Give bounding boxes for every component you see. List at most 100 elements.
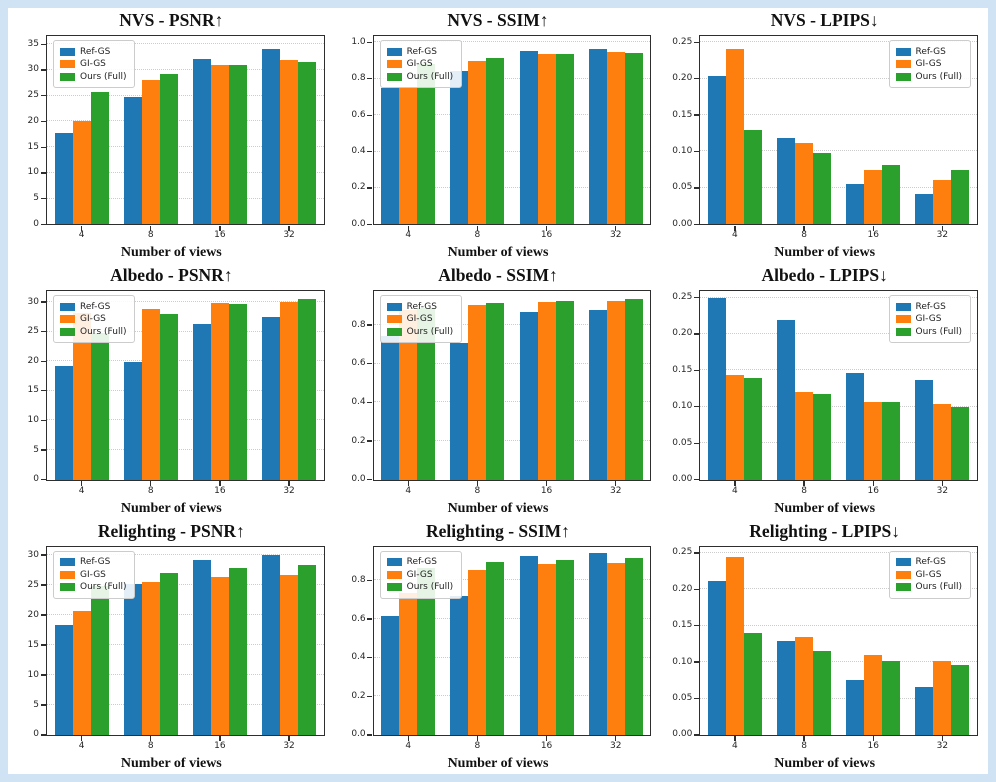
- y-tick-mark: [40, 449, 46, 451]
- legend-swatch-gi-gs: [386, 570, 402, 579]
- bar-ref-gs-16views: [846, 184, 865, 225]
- chart-panel-relighting-psnr: Relighting - PSNR↑ 0 5 10 15 20 25 30 4 8 16 32 Ref…: [8, 519, 335, 774]
- gridline: [700, 369, 977, 371]
- figure-grid: NVS - PSNR↑ 0 5 10 15 20 25 30 35 4 8 16 32 Ref-GS GI…: [8, 8, 988, 774]
- chart-panel-albedo-psnr: Albedo - PSNR↑ 0 5 10 15 20 25 30 4 8 16 32 Ref-GS G…: [8, 263, 335, 518]
- chart-title: NVS - PSNR↑: [119, 10, 224, 30]
- x-tick-label: 8: [474, 485, 481, 496]
- y-tick-label: 30: [27, 296, 39, 307]
- bar-gi-gs-8views: [795, 391, 814, 480]
- x-tick-label: 4: [732, 230, 738, 241]
- bar-ref-gs-4views: [707, 580, 726, 735]
- legend-label: Ours (Full): [406, 326, 454, 337]
- legend-item: Ref-GS: [386, 47, 453, 57]
- x-tick-mark: [407, 480, 409, 486]
- legend-swatch-gi-gs: [895, 570, 911, 579]
- bar-ours-full-16views: [555, 560, 574, 735]
- bar-gi-gs-32views: [606, 563, 625, 735]
- legend-label: Ref-GS: [80, 557, 111, 568]
- y-tick-mark: [367, 618, 373, 620]
- x-tick-label: 8: [801, 230, 807, 241]
- plot-area: 0.0 0.2 0.4 0.6 0.8 4 8 16 32 Ref-GS GI-GS Ours (Fu…: [351, 290, 652, 496]
- x-tick-mark: [803, 480, 805, 486]
- y-tick-label: 5: [33, 444, 39, 455]
- y-tick-mark: [694, 661, 700, 663]
- legend-swatch-gi-gs: [386, 60, 402, 68]
- legend: Ref-GS GI-GS Ours (Full): [53, 40, 136, 88]
- legend-item: Ref-GS: [60, 302, 126, 312]
- bar-ref-gs-8views: [450, 71, 469, 225]
- plot-outer: 0.0 0.2 0.4 0.6 0.8 4 8 16 32 Ref-GS GI-GS Ours (Fu…: [335, 542, 662, 756]
- y-tick-label: 0.6: [351, 358, 366, 369]
- y-tick-label: 0.25: [672, 36, 693, 47]
- legend-swatch-gi-gs: [60, 315, 75, 324]
- x-tick-label: 32: [610, 230, 622, 241]
- bar-ours-full-8views: [159, 74, 178, 225]
- legend-item: Ours (Full): [60, 327, 126, 337]
- plot-area: 0 5 10 15 20 25 30 4 8 16 32 Ref-GS GI-GS Ours (Full): [28, 290, 325, 496]
- y-tick-mark: [694, 150, 700, 153]
- y-tick-label: 0.20: [672, 583, 693, 594]
- x-tick-mark: [150, 480, 152, 486]
- legend-label: Ref-GS: [80, 46, 111, 57]
- legend-swatch-ours-full: [386, 583, 402, 592]
- x-tick-mark: [80, 480, 83, 486]
- y-tick-mark: [40, 330, 46, 333]
- y-tick-mark: [40, 614, 46, 616]
- legend: Ref-GS GI-GS Ours (Full): [888, 40, 971, 88]
- y-tick-mark: [367, 78, 373, 80]
- y-tick-label: 0.4: [351, 396, 366, 407]
- x-tick-label: 32: [610, 485, 622, 496]
- x-tick-mark: [615, 225, 617, 231]
- legend-swatch-gi-gs: [895, 60, 911, 68]
- gridline: [373, 362, 651, 364]
- y-tick-mark: [694, 734, 700, 736]
- y-tick-mark: [367, 150, 373, 153]
- legend-swatch-ours-full: [895, 583, 911, 592]
- bar-ref-gs-8views: [777, 320, 796, 480]
- plot-area: 0.0 0.2 0.4 0.6 0.8 1.0 4 8 16 32 Ref-GS GI-GS Ours …: [351, 35, 652, 240]
- bar-ours-full-4views: [417, 567, 436, 735]
- plot-outer: 0.0 0.2 0.4 0.6 0.8 1.0 4 8 16 32 Ref-GS GI-GS Ours …: [335, 31, 662, 245]
- y-tick-mark: [694, 296, 700, 299]
- y-tick-mark: [367, 695, 373, 698]
- x-tick-label: 4: [405, 740, 412, 751]
- plot-area: 0.00 0.05 0.10 0.15 0.20 0.25 4 8 16 32 Ref-GS GI-G…: [672, 545, 978, 751]
- legend-label: Ours (Full): [80, 582, 127, 593]
- x-tick-mark: [545, 736, 548, 742]
- y-tick-label: 10: [27, 414, 39, 425]
- chart-panel-nvs-psnr: NVS - PSNR↑ 0 5 10 15 20 25 30 35 4 8 16 32 Ref-GS GI…: [8, 8, 335, 263]
- y-tick-label: 5: [33, 193, 39, 204]
- y-tick-mark: [367, 114, 373, 116]
- x-tick-mark: [734, 480, 736, 486]
- legend-swatch-ref-gs: [60, 47, 75, 56]
- chart-panel-nvs-lpips: NVS - LPIPS↓ 0.00 0.05 0.10 0.15 0.20 0.25 4 8 1…: [661, 8, 988, 263]
- bar-gi-gs-16views: [210, 577, 229, 735]
- y-tick-label: 0.8: [351, 319, 366, 330]
- y-tick-label: 0: [33, 218, 39, 229]
- bar-ours-full-32views: [624, 558, 643, 735]
- bar-ref-gs-4views: [707, 75, 726, 225]
- y-tick-mark: [40, 360, 46, 362]
- x-tick-label: 16: [214, 485, 226, 496]
- legend-label: Ref-GS: [915, 46, 946, 57]
- legend-label: Ours (Full): [915, 326, 962, 337]
- x-tick-mark: [803, 736, 805, 742]
- y-tick-label: 0.25: [672, 547, 693, 558]
- y-tick-label: 25: [27, 579, 39, 590]
- gridline: [700, 588, 977, 590]
- y-tick-mark: [40, 479, 46, 481]
- y-tick-label: 10: [27, 669, 39, 680]
- bar-ours-full-16views: [555, 301, 574, 480]
- x-tick-mark: [476, 225, 479, 231]
- legend-swatch-ref-gs: [60, 302, 75, 311]
- y-tick-mark: [694, 369, 700, 372]
- bar-gi-gs-4views: [725, 556, 744, 735]
- legend-item: GI-GS: [386, 59, 453, 69]
- plot-outer: 0.00 0.05 0.10 0.15 0.20 0.25 4 8 16 32 Ref-GS GI-G…: [661, 286, 988, 500]
- bar-ref-gs-32views: [588, 553, 607, 735]
- legend-item: GI-GS: [60, 570, 126, 580]
- bar-ours-full-8views: [486, 562, 505, 735]
- bar-gi-gs-32views: [280, 575, 299, 735]
- legend-item: GI-GS: [895, 570, 962, 580]
